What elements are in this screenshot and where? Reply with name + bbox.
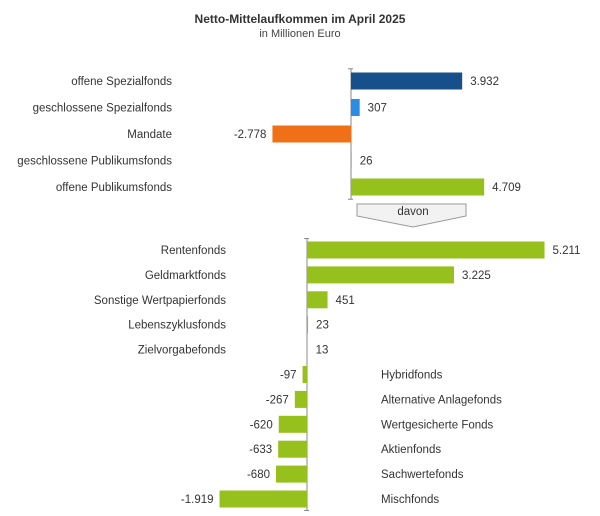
value-label-aktienfonds: -633 — [249, 444, 272, 456]
category-label-mandate: Mandate — [127, 129, 172, 141]
category-label-geschlossene-publikumsfonds: geschlossene Publikumsfonds — [17, 156, 172, 168]
davon-label: davon — [397, 206, 428, 218]
bar-alternative-anlagefonds — [294, 390, 307, 408]
value-label-mandate: -2.778 — [234, 129, 267, 141]
bar-mischfonds — [219, 490, 307, 508]
value-label-hybridfonds: -97 — [280, 370, 297, 382]
bar-zielvorgabefonds — [307, 341, 308, 359]
category-label-geschlossene-spezialfonds: geschlossene Spezialfonds — [33, 103, 173, 115]
chart-subtitle: in Millionen Euro — [259, 28, 341, 40]
bar-rentenfonds — [307, 241, 545, 259]
bar-wertgesicherte-fonds — [278, 415, 307, 433]
value-label-offene-spezialfonds: 3.932 — [470, 76, 499, 88]
category-label-zielvorgabefonds: Zielvorgabefonds — [138, 345, 226, 357]
davon-connector: davon — [356, 203, 467, 228]
value-label-sonstige-wertpapierfonds: 451 — [336, 295, 355, 307]
category-label-rentenfonds: Rentenfonds — [161, 245, 226, 257]
category-label-mischfonds: Mischfonds — [381, 494, 439, 506]
bar-offene-publikumsfonds — [351, 178, 485, 196]
value-label-wertgesicherte-fonds: -620 — [250, 419, 273, 431]
bar-offene-spezialfonds — [351, 72, 463, 90]
category-label-alternative-anlagefonds: Alternative Anlagefonds — [381, 394, 502, 406]
group-top: 3.932 offene Spezialfonds 307 geschlossene … — [17, 68, 521, 200]
bar-geschlossene-publikumsfonds — [351, 152, 352, 169]
bar-sachwertefonds — [276, 465, 307, 483]
category-label-wertgesicherte-fonds: Wertgesicherte Fonds — [381, 419, 494, 431]
bar-mandate — [272, 125, 351, 143]
value-label-geschlossene-spezialfonds: 307 — [368, 103, 387, 115]
value-label-mischfonds: -1.919 — [181, 494, 214, 506]
value-label-geldmarktfonds: 3.225 — [462, 270, 491, 282]
chart-title: Netto-Mittelaufkommen im April 2025 — [194, 12, 406, 26]
category-label-aktienfonds: Aktienfonds — [381, 444, 441, 456]
category-label-sonstige-wertpapierfonds: Sonstige Wertpapierfonds — [94, 295, 226, 307]
category-label-hybridfonds: Hybridfonds — [381, 370, 443, 382]
bar-geldmarktfonds — [307, 266, 454, 284]
bar-sonstige-wertpapierfonds — [307, 291, 328, 309]
bar-hybridfonds — [302, 366, 307, 383]
value-label-sachwertefonds: -680 — [247, 469, 270, 481]
bar-geschlossene-spezialfonds — [351, 99, 360, 116]
bar-aktienfonds — [278, 440, 307, 458]
category-label-sachwertefonds: Sachwertefonds — [381, 469, 464, 481]
davon-arrow-shape — [356, 203, 467, 228]
group-bottom: 5.211 Rentenfonds 3.225 Geldmarktfonds 451 So… — [94, 238, 581, 511]
category-label-geldmarktfonds: Geldmarktfonds — [145, 270, 226, 282]
bar-lebenszyklusfonds — [307, 316, 309, 334]
value-label-geschlossene-publikumsfonds: 26 — [360, 156, 373, 168]
category-label-offene-publikumsfonds: offene Publikumsfonds — [56, 182, 172, 194]
value-label-zielvorgabefonds: 13 — [316, 345, 329, 357]
value-label-offene-publikumsfonds: 4.709 — [492, 182, 521, 194]
category-label-offene-spezialfonds: offene Spezialfonds — [71, 76, 172, 88]
value-label-alternative-anlagefonds: -267 — [266, 394, 289, 406]
value-label-lebenszyklusfonds: 23 — [316, 320, 329, 332]
category-label-lebenszyklusfonds: Lebenszyklusfonds — [128, 320, 226, 332]
value-label-rentenfonds: 5.211 — [553, 245, 581, 257]
